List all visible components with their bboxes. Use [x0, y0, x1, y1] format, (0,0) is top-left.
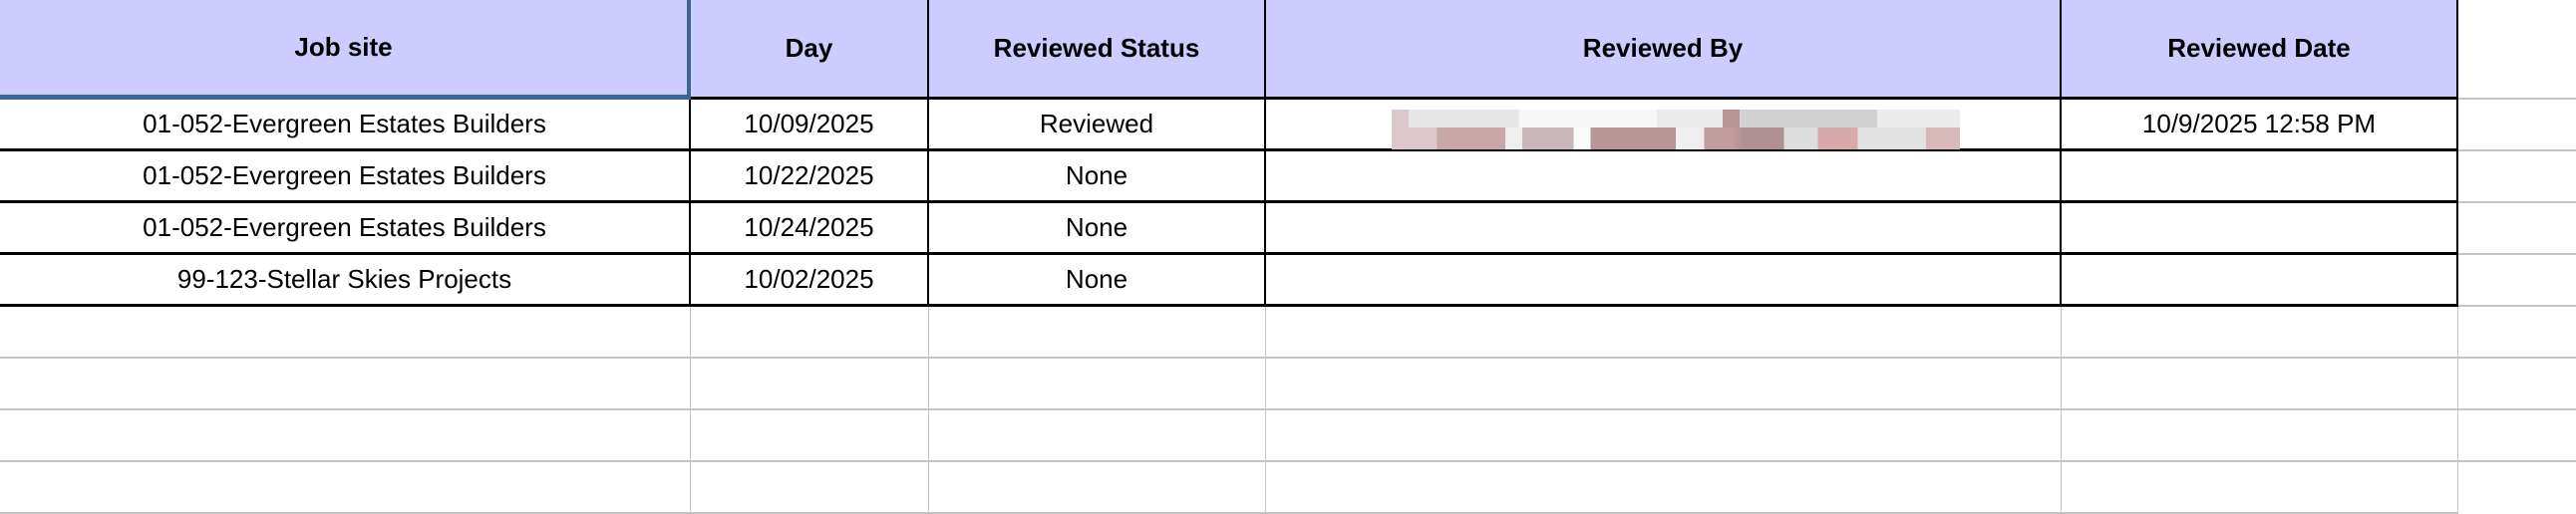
cell-reviewed-by[interactable] — [1266, 255, 2062, 307]
header-reviewed-date[interactable]: Reviewed Date — [2062, 0, 2458, 100]
empty-row — [0, 307, 2576, 359]
empty-cell[interactable] — [2458, 307, 2576, 359]
empty-cell[interactable] — [2458, 410, 2576, 462]
cell-status[interactable]: Reviewed — [929, 100, 1266, 151]
empty-cell[interactable] — [929, 359, 1266, 410]
cell-reviewed-date[interactable]: 10/9/2025 12:58 PM — [2062, 100, 2458, 151]
empty-row — [0, 410, 2576, 462]
cell-status[interactable]: None — [929, 203, 1266, 255]
cell-job-site[interactable]: 01-052-Evergreen Estates Builders — [0, 100, 691, 151]
cell-status[interactable]: None — [929, 255, 1266, 307]
empty-row — [0, 462, 2576, 514]
table-row: 01-052-Evergreen Estates Builders 10/24/… — [0, 203, 2576, 255]
empty-cell[interactable] — [2062, 307, 2458, 359]
empty-cell[interactable] — [0, 410, 691, 462]
empty-cell[interactable] — [691, 410, 929, 462]
empty-cell[interactable] — [2062, 359, 2458, 410]
cell-day[interactable]: 10/09/2025 — [691, 100, 929, 151]
header-reviewed-by[interactable]: Reviewed By — [1266, 0, 2062, 100]
empty-cell[interactable] — [0, 307, 691, 359]
header-reviewed-status[interactable]: Reviewed Status — [929, 0, 1266, 100]
empty-cell[interactable] — [1266, 410, 2062, 462]
table-row: 01-052-Evergreen Estates Builders 10/09/… — [0, 100, 2576, 151]
empty-cell[interactable] — [2458, 0, 2576, 100]
table-row: 99-123-Stellar Skies Projects 10/02/2025… — [0, 255, 2576, 307]
cell-reviewed-by[interactable] — [1266, 100, 2062, 151]
empty-cell[interactable] — [691, 359, 929, 410]
cell-day[interactable]: 10/22/2025 — [691, 151, 929, 203]
empty-cell[interactable] — [2458, 100, 2576, 151]
empty-cell[interactable] — [1266, 359, 2062, 410]
empty-cell[interactable] — [691, 307, 929, 359]
cell-job-site[interactable]: 01-052-Evergreen Estates Builders — [0, 203, 691, 255]
empty-cell[interactable] — [2458, 255, 2576, 307]
empty-cell[interactable] — [1266, 307, 2062, 359]
empty-cell[interactable] — [691, 462, 929, 514]
empty-cell[interactable] — [2458, 359, 2576, 410]
cell-reviewed-date[interactable] — [2062, 151, 2458, 203]
header-row: Job site Day Reviewed Status Reviewed By… — [0, 0, 2576, 100]
empty-cell[interactable] — [2062, 410, 2458, 462]
cell-day[interactable]: 10/24/2025 — [691, 203, 929, 255]
empty-cell[interactable] — [2458, 151, 2576, 203]
cell-job-site[interactable]: 01-052-Evergreen Estates Builders — [0, 151, 691, 203]
empty-cell[interactable] — [2458, 203, 2576, 255]
empty-cell[interactable] — [0, 462, 691, 514]
cell-day[interactable]: 10/02/2025 — [691, 255, 929, 307]
empty-row — [0, 359, 2576, 410]
redacted-name — [1392, 110, 1960, 149]
cell-job-site[interactable]: 99-123-Stellar Skies Projects — [0, 255, 691, 307]
empty-cell[interactable] — [0, 359, 691, 410]
empty-cell[interactable] — [929, 462, 1266, 514]
empty-cell[interactable] — [1266, 462, 2062, 514]
table-row: 01-052-Evergreen Estates Builders 10/22/… — [0, 151, 2576, 203]
empty-cell[interactable] — [929, 410, 1266, 462]
header-day[interactable]: Day — [691, 0, 929, 100]
empty-cell[interactable] — [929, 307, 1266, 359]
header-job-site[interactable]: Job site — [0, 0, 691, 100]
cell-status[interactable]: None — [929, 151, 1266, 203]
empty-cell[interactable] — [2062, 462, 2458, 514]
cell-reviewed-date[interactable] — [2062, 255, 2458, 307]
cell-reviewed-date[interactable] — [2062, 203, 2458, 255]
cell-reviewed-by[interactable] — [1266, 203, 2062, 255]
cell-reviewed-by[interactable] — [1266, 151, 2062, 203]
